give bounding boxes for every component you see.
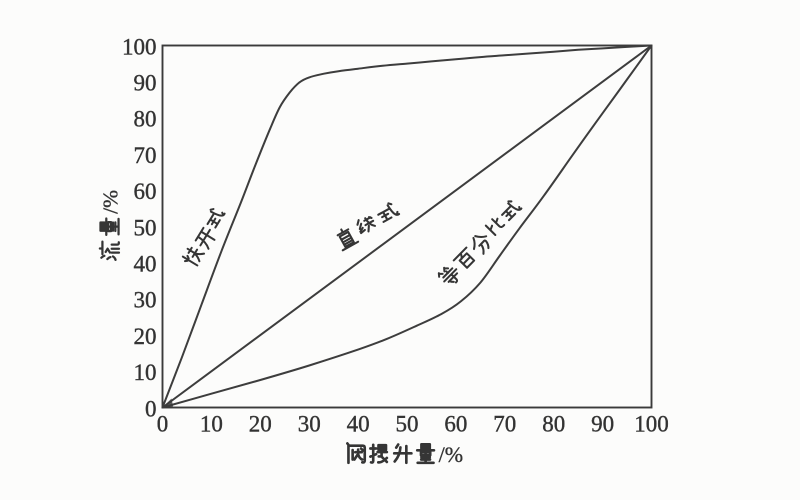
svg-text:100: 100 <box>122 34 157 59</box>
svg-text:30: 30 <box>298 411 321 436</box>
svg-text:10: 10 <box>134 360 157 385</box>
svg-text:70: 70 <box>493 411 516 436</box>
svg-text:70: 70 <box>134 143 157 168</box>
svg-text:90: 90 <box>591 411 614 436</box>
svg-text:50: 50 <box>396 411 419 436</box>
svg-text:90: 90 <box>134 71 157 96</box>
svg-text:0: 0 <box>145 396 157 421</box>
svg-text:/%: /% <box>439 442 463 467</box>
svg-text:0: 0 <box>157 411 169 436</box>
svg-text:20: 20 <box>249 411 272 436</box>
svg-text:40: 40 <box>134 252 157 277</box>
svg-text:30: 30 <box>134 288 157 313</box>
svg-text:40: 40 <box>347 411 370 436</box>
svg-text:/%: /% <box>99 190 123 214</box>
svg-text:80: 80 <box>542 411 565 436</box>
svg-text:60: 60 <box>134 179 157 204</box>
svg-text:80: 80 <box>134 107 157 132</box>
svg-text:10: 10 <box>200 411 223 436</box>
svg-text:100: 100 <box>634 411 669 436</box>
svg-text:60: 60 <box>444 411 467 436</box>
svg-text:50: 50 <box>134 215 157 240</box>
svg-text:20: 20 <box>134 324 157 349</box>
